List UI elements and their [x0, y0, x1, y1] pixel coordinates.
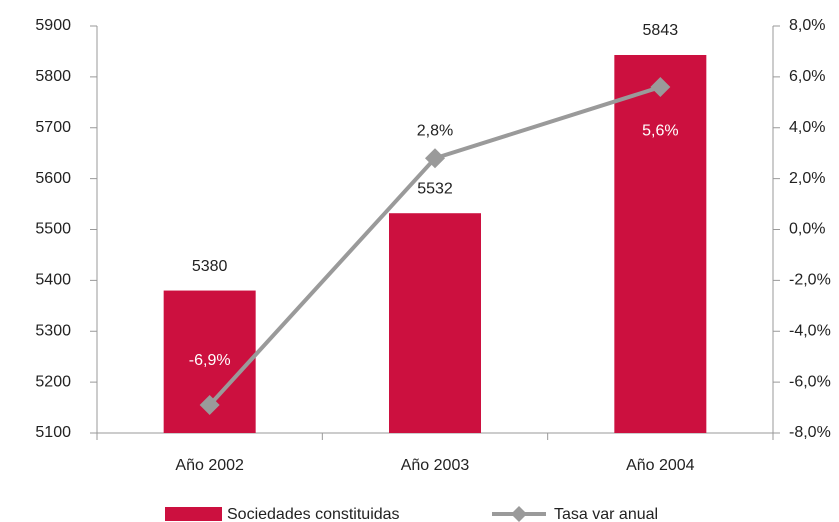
line-value-label: -6,9%	[189, 352, 231, 369]
y2-tick-label: -2,0%	[789, 272, 831, 289]
y2-tick-label: 6,0%	[789, 68, 825, 85]
x-tick-label: Año 2004	[626, 457, 695, 474]
y-tick-label: 5100	[35, 424, 71, 441]
line-marker	[425, 148, 445, 169]
y2-tick-label: -8,0%	[789, 424, 831, 441]
y-tick-label: 5900	[35, 17, 71, 34]
legend-swatch	[165, 507, 222, 521]
x-tick-label: Año 2003	[401, 457, 470, 474]
y2-tick-label: 4,0%	[789, 119, 825, 136]
line-marker	[650, 77, 671, 98]
y2-tick-label: -4,0%	[789, 322, 831, 339]
x-tick-label: Año 2002	[175, 457, 244, 474]
y-tick-label: 5400	[35, 272, 71, 289]
y-tick-label: 5200	[35, 373, 71, 390]
line-value-label: 2,8%	[417, 122, 453, 139]
bar	[614, 54, 707, 433]
line-value-label: 5,6%	[642, 122, 678, 139]
y-tick-label: 5600	[35, 170, 71, 187]
y2-tick-label: 2,0%	[789, 170, 825, 187]
bar-value-label: 5532	[417, 180, 453, 197]
y-tick-label: 5500	[35, 221, 71, 238]
legend-marker	[511, 506, 527, 522]
y2-tick-label: -6,0%	[789, 373, 831, 390]
y-tick-label: 5300	[35, 322, 71, 339]
legend-label: Sociedades constituidas	[227, 506, 400, 522]
line-marker	[199, 395, 220, 416]
y2-tick-label: 8,0%	[789, 17, 825, 34]
bar	[389, 213, 481, 433]
bar-value-label: 5380	[192, 258, 228, 275]
y-tick-label: 5800	[35, 68, 71, 85]
y-tick-label: 5700	[35, 119, 71, 136]
legend-label: Tasa var anual	[554, 506, 658, 522]
bar-value-label: 5843	[643, 22, 679, 39]
y2-tick-label: 0,0%	[789, 221, 825, 238]
